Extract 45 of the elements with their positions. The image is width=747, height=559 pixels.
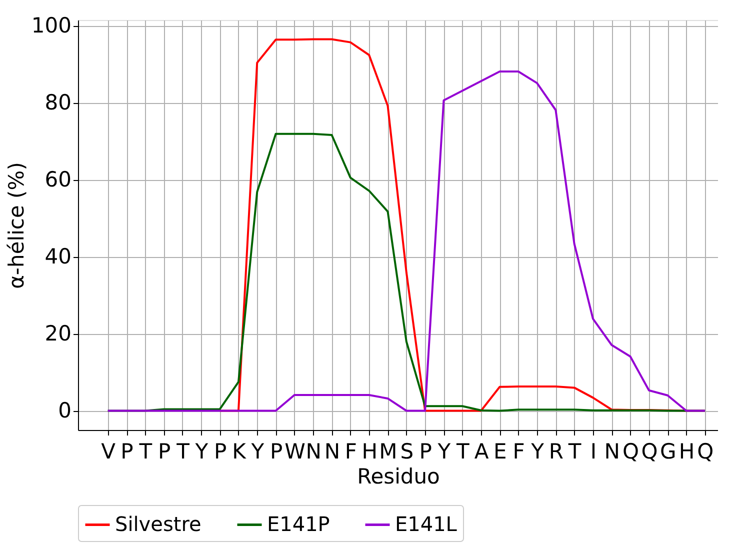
x-tick-label: T bbox=[138, 440, 152, 464]
x-tick-label: N bbox=[604, 440, 620, 464]
x-tick-label: Y bbox=[530, 440, 544, 464]
legend-label: E141L bbox=[395, 512, 458, 536]
y-tick-label: 40 bbox=[44, 244, 72, 268]
x-tick-label: S bbox=[400, 440, 414, 464]
x-tick-label: P bbox=[419, 440, 432, 464]
x-tick-label: P bbox=[270, 440, 283, 464]
x-tick-label: P bbox=[214, 440, 227, 464]
x-tick-label: T bbox=[176, 440, 190, 464]
x-tick-label: T bbox=[455, 440, 470, 464]
y-axis-title: α-hélice (%) bbox=[4, 162, 28, 289]
x-tick-label: R bbox=[548, 440, 564, 464]
y-tick-label: 20 bbox=[44, 321, 72, 346]
x-tick-label: Y bbox=[250, 440, 264, 464]
x-tick-label: Y bbox=[436, 440, 451, 464]
y-tick-label: 80 bbox=[44, 90, 72, 115]
x-tick-label: N bbox=[324, 440, 340, 464]
x-tick-label: A bbox=[474, 440, 490, 464]
x-axis-title: Residuo bbox=[357, 464, 440, 488]
x-tick-label: H bbox=[678, 440, 695, 464]
line-series bbox=[106, 70, 706, 412]
x-tick-label: H bbox=[362, 440, 378, 464]
y-tick-label: 100 bbox=[31, 14, 72, 38]
x-tick-label: G bbox=[660, 440, 676, 464]
y-tick-label: 0 bbox=[58, 398, 72, 422]
x-tick-label: F bbox=[344, 440, 357, 464]
x-tick-label: W bbox=[284, 440, 306, 464]
x-tick-label: Y bbox=[194, 440, 208, 464]
x-tick-label: I bbox=[590, 440, 597, 464]
x-tick-label: P bbox=[120, 440, 134, 464]
x-tick-label: T bbox=[567, 440, 582, 464]
y-tick-label: 60 bbox=[44, 168, 72, 192]
x-tick-label: E bbox=[494, 440, 507, 464]
legend-label: E141P bbox=[267, 512, 330, 536]
x-tick-label: F bbox=[512, 440, 525, 464]
x-tick-label: V bbox=[101, 440, 116, 464]
x-tick-label: P bbox=[158, 440, 171, 464]
x-tick-label: Q bbox=[641, 440, 658, 464]
x-tick-label: Q bbox=[622, 440, 640, 464]
x-tick-label: M bbox=[379, 440, 398, 464]
x-tick-label: N bbox=[306, 440, 322, 464]
legend-label: Silvestre bbox=[115, 512, 202, 536]
x-tick-label: Q bbox=[697, 440, 714, 464]
x-tick-label: K bbox=[232, 440, 248, 464]
